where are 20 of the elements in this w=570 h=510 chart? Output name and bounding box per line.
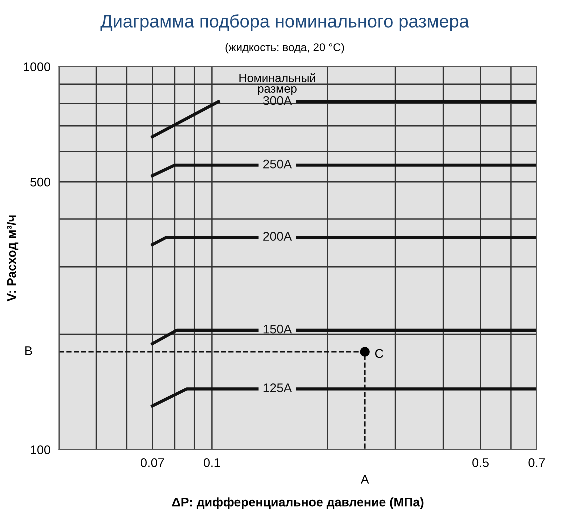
series-label: 250A [264,160,292,169]
y-axis-title: V: Расход м³/ч [7,216,19,302]
x-tick-label: 0.5 [472,458,489,468]
x-tick-label: 0.1 [204,458,220,468]
y-tick-label: 1000 [24,62,50,72]
chart-subtitle: (жидкость: вода, 20 °C) [226,43,344,54]
x-tick-label: 0.07 [140,458,164,468]
series-label: 125A [264,384,292,393]
y-tick-label: 500 [30,178,50,187]
text: A [360,475,370,484]
annotation: C [375,349,384,358]
series-label: 200A [264,232,292,242]
legend-title: Номинальный размер [240,74,316,96]
series-label: 300A [263,96,292,106]
text: B [26,346,32,356]
x-axis-title: ΔP: дифференциальное давление (МПа) [172,498,424,510]
y-tick-label: 100 [31,446,50,454]
series-label: 150A [264,324,292,334]
chart-title: Диаграмма подбора номинального размера [100,14,470,32]
x-tick-label: 0.7 [528,458,545,468]
